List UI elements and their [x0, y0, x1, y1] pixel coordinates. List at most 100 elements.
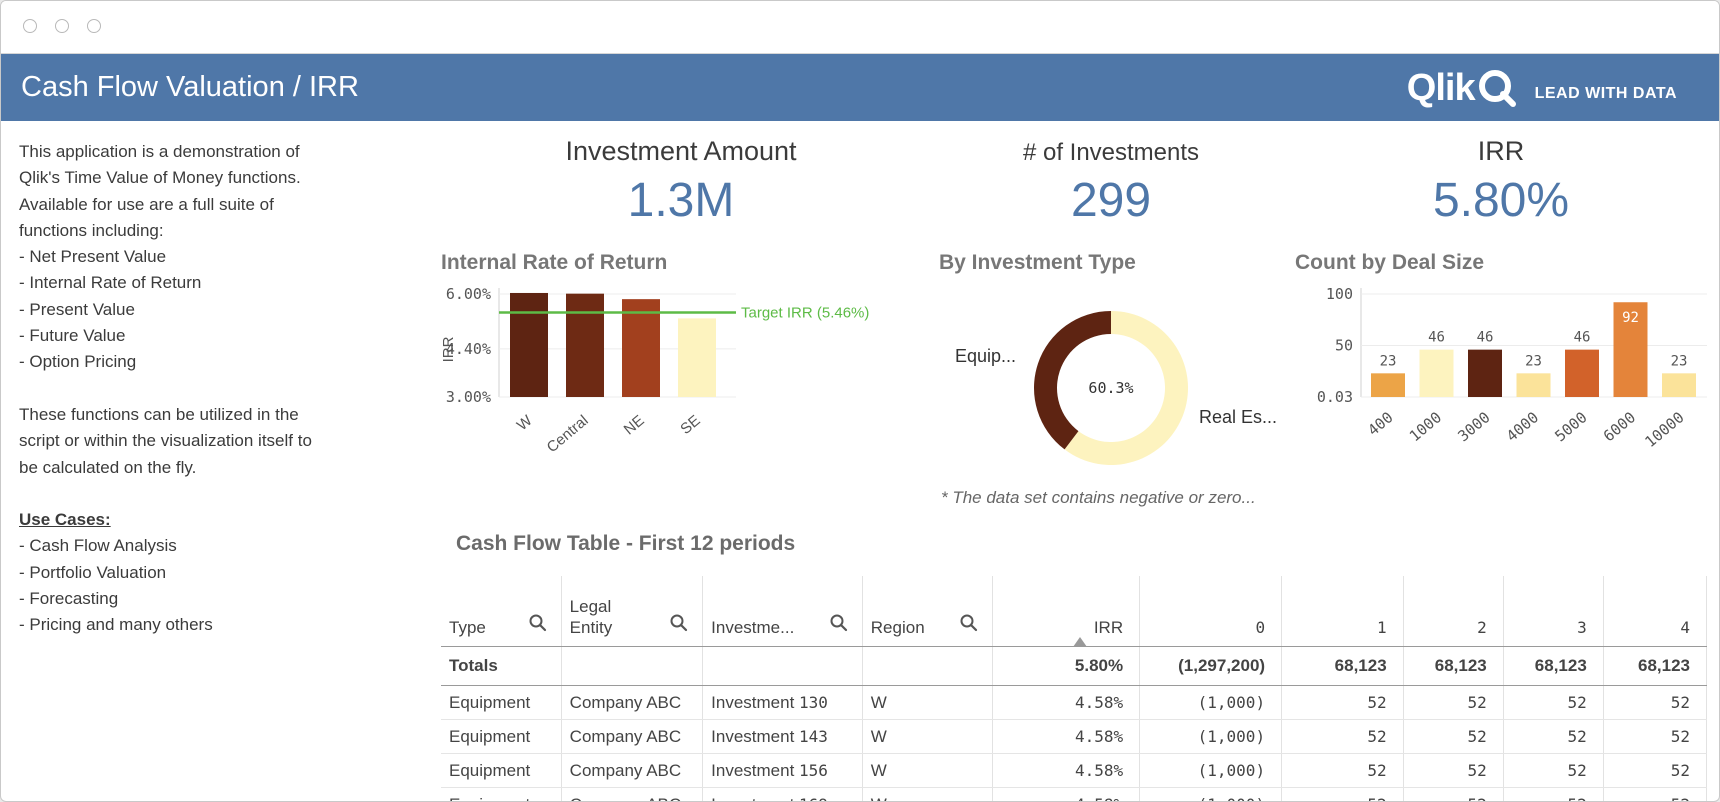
table-cell[interactable] [561, 646, 704, 686]
bar[interactable] [1613, 302, 1648, 397]
kpi-investment-amount[interactable]: Investment Amount 1.3M [521, 136, 841, 228]
table-cell[interactable]: 52 [1281, 719, 1404, 754]
description-panel: This application is a demonstration of Q… [19, 139, 399, 639]
column-header[interactable]: IRR [992, 576, 1141, 647]
bar[interactable] [678, 318, 716, 397]
donut-slice[interactable] [1064, 311, 1188, 465]
table-cell[interactable]: Equipment [441, 787, 562, 801]
bar[interactable] [1662, 373, 1696, 397]
table-cell[interactable]: 4.58% [992, 685, 1141, 720]
table-cell[interactable] [862, 646, 994, 686]
table-cell[interactable]: 52 [1603, 719, 1708, 754]
table-cell[interactable]: 52 [1403, 685, 1504, 720]
table-cell[interactable]: Company ABC [561, 685, 704, 720]
window-minimize-button[interactable] [55, 19, 69, 33]
table-cell[interactable]: 4.58% [992, 787, 1141, 801]
table-cell[interactable]: Investment 130 [702, 685, 863, 720]
search-icon[interactable] [529, 614, 547, 632]
table-cell[interactable]: 52 [1281, 787, 1404, 801]
table-cell[interactable]: 52 [1603, 787, 1708, 801]
sort-ascending-icon[interactable] [1073, 637, 1088, 647]
kpi-irr[interactable]: IRR 5.80% [1341, 136, 1661, 228]
table-cell[interactable]: W [862, 753, 994, 788]
table-cell[interactable]: Equipment [441, 685, 562, 720]
bar[interactable] [1419, 349, 1454, 397]
table-cell[interactable]: 5.80% [992, 646, 1141, 686]
table-cell[interactable]: (1,000) [1139, 719, 1283, 754]
table-cell[interactable]: Investment 143 [702, 719, 863, 754]
table-cell[interactable]: W [862, 685, 994, 720]
bar-value-label: 46 [1574, 330, 1591, 346]
table-cell[interactable]: 52 [1403, 753, 1504, 788]
table-cell[interactable]: 68,123 [1603, 646, 1708, 686]
donut-slice[interactable] [1034, 311, 1111, 450]
table-cell[interactable]: Investment 169 [702, 787, 863, 801]
investment-type-donut-chart[interactable]: 60.3% Equip... Real Es... [931, 286, 1301, 486]
table-cell[interactable]: 68,123 [1403, 646, 1504, 686]
kpi-investment-count[interactable]: # of Investments 299 [951, 139, 1271, 228]
table-cell[interactable]: 4.58% [992, 719, 1141, 754]
bar[interactable] [1565, 349, 1599, 397]
table-cell[interactable]: 52 [1403, 787, 1504, 801]
bar[interactable] [1468, 349, 1502, 397]
x-tick-label: 1000 [1406, 408, 1445, 445]
bar[interactable] [510, 292, 548, 397]
table-cell[interactable] [702, 646, 863, 686]
column-header[interactable]: 1 [1281, 576, 1404, 647]
table-row[interactable]: Equipment Company ABC Investment 143 W 4.58%… [441, 719, 1708, 754]
table-cell[interactable]: 52 [1281, 685, 1404, 720]
table-cell[interactable]: Company ABC [561, 719, 704, 754]
table-cell[interactable]: Equipment [441, 719, 562, 754]
column-header[interactable]: Investme... [702, 576, 863, 647]
table-cell[interactable]: 68,123 [1503, 646, 1604, 686]
bar[interactable] [622, 299, 660, 397]
table-cell[interactable]: Equipment [441, 753, 562, 788]
search-icon[interactable] [960, 614, 978, 632]
table-cell[interactable]: W [862, 787, 994, 801]
window-close-button[interactable] [23, 19, 37, 33]
column-header[interactable]: 3 [1503, 576, 1604, 647]
table-cell[interactable]: 52 [1503, 685, 1604, 720]
deal-size-bar-chart[interactable]: 100 50 0.03 23 400 46 1000 46 3000 23 4000 46 5000 92… [1301, 286, 1711, 511]
bar[interactable] [566, 293, 604, 397]
table-cell[interactable]: Company ABC [561, 753, 704, 788]
bar-value-label: 23 [1380, 353, 1397, 369]
column-header[interactable]: Legal Entity [561, 576, 704, 647]
column-header[interactable]: 4 [1603, 576, 1708, 647]
cash-flow-table[interactable]: Type Legal Entity Investme... Region IRR 0 1 2 3… [441, 576, 1708, 801]
bar-value-label: 46 [1477, 330, 1494, 346]
window-maximize-button[interactable] [87, 19, 101, 33]
table-cell[interactable]: (1,000) [1139, 753, 1283, 788]
table-cell[interactable]: (1,000) [1139, 685, 1283, 720]
table-cell[interactable]: 52 [1503, 753, 1604, 788]
table-cell[interactable]: 4.58% [992, 753, 1141, 788]
totals-row[interactable]: Totals 5.80% (1,297,200) 68,123 68,123 68,123… [441, 646, 1708, 686]
table-cell[interactable]: Investment 156 [702, 753, 863, 788]
totals-label[interactable]: Totals [441, 646, 562, 686]
bar[interactable] [1516, 373, 1551, 397]
table-cell[interactable]: 52 [1603, 753, 1708, 788]
y-tick-label: 0.03 [1317, 388, 1353, 406]
table-row[interactable]: Equipment Company ABC Investment 130 W 4.58%… [441, 685, 1708, 720]
table-cell[interactable]: 52 [1281, 753, 1404, 788]
table-row[interactable]: Equipment Company ABC Investment 156 W 4.58%… [441, 753, 1708, 788]
column-header[interactable]: Region [862, 576, 994, 647]
table-cell[interactable]: W [862, 719, 994, 754]
table-cell[interactable]: (1,000) [1139, 787, 1283, 801]
column-header[interactable]: Type [441, 576, 562, 647]
table-cell[interactable]: 52 [1603, 685, 1708, 720]
table-cell[interactable]: 52 [1503, 719, 1604, 754]
bar[interactable] [1371, 373, 1405, 397]
table-cell[interactable]: 52 [1503, 787, 1604, 801]
table-cell[interactable]: 52 [1403, 719, 1504, 754]
irr-bar-chart[interactable]: 6.00% 4.40% 3.00% IRR W Central NE SE Target IRR… [431, 286, 941, 511]
search-icon[interactable] [830, 614, 848, 632]
table-cell[interactable]: (1,297,200) [1139, 646, 1283, 686]
table-cell[interactable]: Company ABC [561, 787, 704, 801]
column-header[interactable]: 0 [1139, 576, 1283, 647]
search-icon[interactable] [670, 614, 688, 632]
table-cell[interactable]: 68,123 [1281, 646, 1404, 686]
column-header[interactable]: 2 [1403, 576, 1504, 647]
target-irr-label: Target IRR (5.46%) [741, 305, 869, 322]
